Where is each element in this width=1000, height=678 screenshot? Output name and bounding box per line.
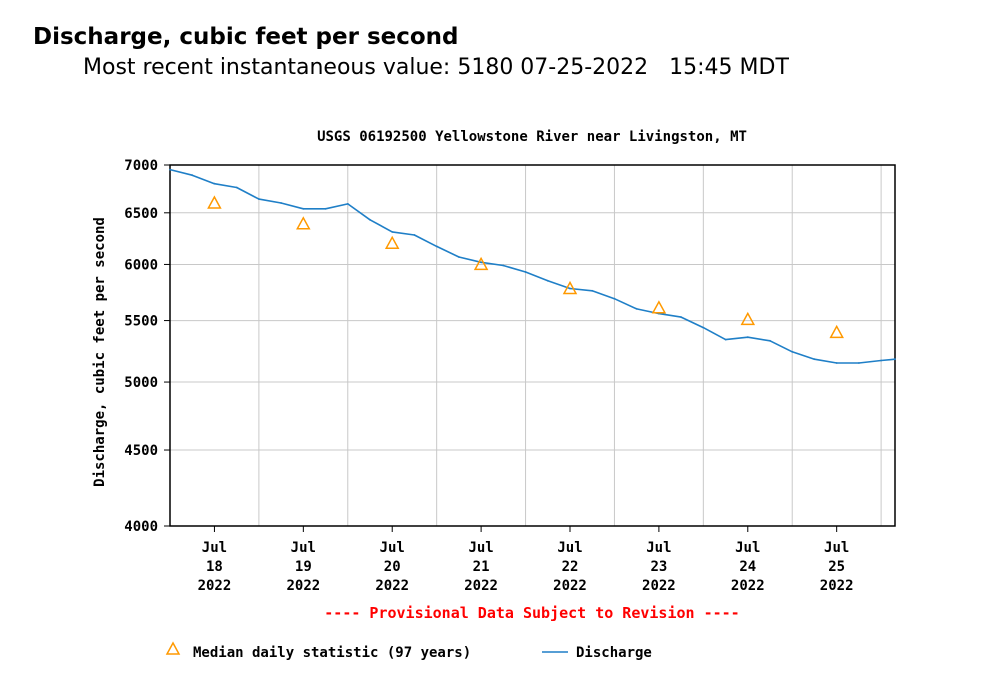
discharge-point bbox=[813, 358, 816, 361]
discharge-point bbox=[502, 264, 505, 267]
x-tick-label: Jul bbox=[824, 540, 849, 556]
discharge-point bbox=[858, 362, 860, 364]
chart-title: USGS 06192500 Yellowstone River near Liv… bbox=[317, 129, 747, 145]
x-tick-label: 22 bbox=[562, 559, 579, 575]
median-marker bbox=[384, 235, 400, 250]
y-tick-label: 6500 bbox=[124, 206, 158, 222]
discharge-point bbox=[791, 350, 794, 353]
discharge-point bbox=[769, 339, 771, 342]
discharge-point bbox=[213, 182, 216, 185]
x-tick-label: 2022 bbox=[731, 578, 765, 594]
x-tick-label: 2022 bbox=[642, 578, 676, 594]
discharge-point bbox=[235, 186, 238, 189]
discharge-point bbox=[324, 207, 327, 210]
y-tick-label: 4000 bbox=[124, 519, 158, 535]
discharge-point bbox=[702, 326, 705, 329]
x-tick-label: 25 bbox=[828, 559, 845, 575]
grid-layer bbox=[170, 164, 895, 527]
page-heading: Discharge, cubic feet per second bbox=[33, 24, 459, 50]
x-axis-ticks: Jul 18 2022 Jul 19 2022 Jul 20 2022 Jul 21 2022 Jul 2… bbox=[198, 526, 854, 594]
x-tick-label: 19 bbox=[295, 559, 312, 575]
discharge-point bbox=[835, 362, 838, 364]
y-tick-label: 5500 bbox=[124, 314, 158, 330]
median-marker bbox=[829, 324, 844, 339]
y-tick-label: 7000 bbox=[124, 158, 158, 174]
x-tick-label: 2022 bbox=[198, 578, 232, 594]
median-marker bbox=[562, 280, 578, 295]
discharge-point bbox=[391, 231, 394, 233]
discharge-point bbox=[569, 287, 571, 290]
x-tick-label: 2022 bbox=[464, 578, 498, 594]
x-tick-label: Jul bbox=[202, 540, 227, 556]
provisional-note: ---- Provisional Data Subject to Revisio… bbox=[324, 604, 739, 622]
x-tick-label: 2022 bbox=[553, 578, 587, 594]
discharge-point bbox=[894, 358, 896, 361]
series-layer bbox=[169, 168, 896, 364]
discharge-point bbox=[746, 336, 749, 339]
discharge-point bbox=[724, 338, 727, 341]
legend-triangle-icon bbox=[165, 641, 181, 655]
y-axis-label: Discharge, cubic feet per second bbox=[92, 217, 108, 487]
x-tick-label: 21 bbox=[473, 559, 490, 575]
x-tick-label: 24 bbox=[739, 559, 756, 575]
discharge-point bbox=[680, 316, 682, 318]
y-tick-label: 6000 bbox=[124, 257, 158, 273]
discharge-point bbox=[280, 202, 282, 204]
discharge-point bbox=[258, 198, 260, 201]
x-tick-label: 18 bbox=[206, 559, 223, 575]
x-tick-label: 23 bbox=[650, 559, 667, 575]
legend-label-median: Median daily statistic (97 years) bbox=[193, 645, 471, 661]
median-marker bbox=[473, 256, 489, 271]
discharge-point bbox=[458, 256, 460, 258]
discharge-point bbox=[191, 174, 194, 177]
discharge-point bbox=[435, 245, 438, 248]
x-tick-label: 2022 bbox=[375, 578, 409, 594]
x-tick-label: 2022 bbox=[286, 578, 320, 594]
median-marker bbox=[651, 300, 667, 314]
x-tick-label: Jul bbox=[557, 540, 582, 556]
discharge-point bbox=[613, 297, 616, 300]
y-axis-ticks: 4000 4500 5000 5500 6000 6500 7000 bbox=[124, 158, 170, 535]
discharge-point bbox=[591, 289, 594, 292]
discharge-line bbox=[169, 168, 896, 364]
discharge-point bbox=[346, 203, 349, 205]
discharge-point bbox=[302, 207, 305, 210]
discharge-point bbox=[546, 279, 549, 282]
legend-label-discharge: Discharge bbox=[576, 645, 652, 661]
discharge-point bbox=[369, 218, 371, 221]
median-marker bbox=[207, 195, 222, 209]
x-tick-label: Jul bbox=[291, 540, 316, 556]
x-tick-label: 20 bbox=[384, 559, 401, 575]
x-tick-label: Jul bbox=[380, 540, 405, 556]
median-marker bbox=[740, 311, 756, 326]
discharge-point bbox=[169, 168, 171, 171]
median-marker bbox=[296, 216, 311, 230]
plot-area-frame bbox=[169, 164, 896, 527]
chart-legend: Median daily statistic (97 years) Dischar… bbox=[165, 641, 652, 661]
discharge-point bbox=[524, 271, 527, 273]
x-tick-label: 2022 bbox=[820, 578, 854, 594]
y-tick-label: 5000 bbox=[124, 375, 158, 391]
x-tick-label: Jul bbox=[646, 540, 671, 556]
discharge-point bbox=[880, 359, 882, 362]
y-tick-label: 4500 bbox=[124, 443, 158, 459]
discharge-point bbox=[413, 234, 416, 236]
discharge-point bbox=[635, 308, 638, 310]
latest-value-text: Most recent instantaneous value: 5180 07… bbox=[83, 55, 789, 80]
x-tick-label: Jul bbox=[735, 540, 760, 556]
discharge-point bbox=[480, 261, 482, 264]
x-tick-label: Jul bbox=[468, 540, 493, 556]
